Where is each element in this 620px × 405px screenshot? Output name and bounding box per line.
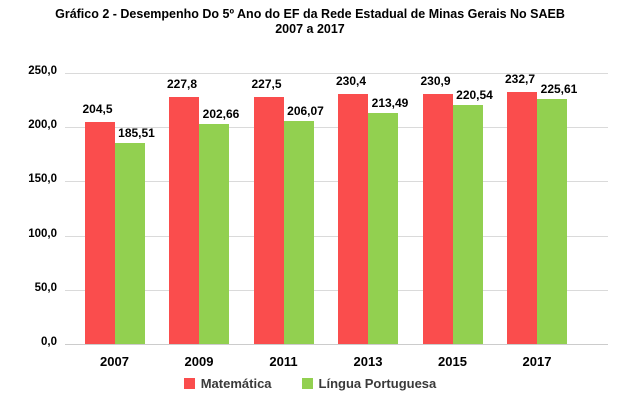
bar-lingua-portuguesa-2011 xyxy=(283,120,314,344)
value-label-matematica-2011: 227,5 xyxy=(251,77,282,92)
bar-lingua-portuguesa-2013 xyxy=(368,112,398,344)
value-label-lingua-portuguesa-2011: 206,07 xyxy=(287,103,324,118)
value-label-lingua-portuguesa-2013: 213,49 xyxy=(371,95,409,110)
y-axis-tick-label: 200,0 xyxy=(28,119,57,132)
value-label-matematica-2013: 230,4 xyxy=(335,74,367,89)
x-axis-label-2017: 2017 xyxy=(522,354,552,369)
value-label-matematica-2015: 230,9 xyxy=(420,73,451,88)
y-axis-tick-label: 50,0 xyxy=(34,281,57,294)
bar-matematica-2013 xyxy=(338,94,368,344)
value-label-lingua-portuguesa-2007: 185,51 xyxy=(118,125,155,140)
bar-matematica-2011 xyxy=(253,97,284,344)
gridline-100,0 xyxy=(65,235,608,237)
x-axis-label-2015: 2015 xyxy=(438,354,467,369)
value-label-lingua-portuguesa-2009: 202,66 xyxy=(202,107,240,122)
gridline-250,0 xyxy=(65,73,608,74)
bar-matematica-2009 xyxy=(169,97,199,344)
value-label-matematica-2007: 204,5 xyxy=(82,102,113,117)
x-axis-label-2011: 2011 xyxy=(269,354,298,369)
bar-lingua-portuguesa-2007 xyxy=(114,142,145,344)
value-label-matematica-2017: 232,7 xyxy=(504,71,536,86)
chart-title-line2: 2007 a 2017 xyxy=(275,22,345,36)
bar-matematica-2017 xyxy=(507,91,537,344)
gridline-200,0 xyxy=(65,127,608,129)
bar-lingua-portuguesa-2009 xyxy=(199,124,229,344)
x-axis-label-2007: 2007 xyxy=(100,354,129,369)
x-axis-label-2013: 2013 xyxy=(353,354,383,369)
value-label-matematica-2009: 227,8 xyxy=(166,77,198,92)
gridline-50,0 xyxy=(65,289,608,291)
y-axis-tick-label: 0,0 xyxy=(41,336,57,348)
legend-label-matematica: Matemática xyxy=(200,376,272,391)
chart-title-line1: Gráfico 2 - Desempenho Do 5º Ano do EF d… xyxy=(55,7,565,21)
bar-lingua-portuguesa-2015 xyxy=(452,104,483,344)
bar-lingua-portuguesa-2017 xyxy=(537,99,567,344)
bar-matematica-2007 xyxy=(84,122,115,344)
legend-item-lingua-portuguesa: Língua Portuguesa xyxy=(301,376,437,391)
value-label-lingua-portuguesa-2015: 220,54 xyxy=(456,87,493,102)
gridline-0,0 xyxy=(65,344,608,345)
legend-label-lingua-portuguesa: Língua Portuguesa xyxy=(318,376,437,391)
value-label-lingua-portuguesa-2017: 225,61 xyxy=(540,82,578,97)
bar-matematica-2015 xyxy=(422,93,453,344)
legend: Matemática Língua Portuguesa xyxy=(0,376,620,391)
chart-title: Gráfico 2 - Desempenho Do 5º Ano do EF d… xyxy=(0,7,620,37)
gridline-150,0 xyxy=(65,181,608,183)
legend-item-matematica: Matemática xyxy=(183,376,272,391)
matematica-swatch-icon xyxy=(183,378,195,389)
y-axis-tick-label: 150,0 xyxy=(28,173,57,186)
x-axis-label-2009: 2009 xyxy=(184,354,214,369)
lingua-portuguesa-swatch-icon xyxy=(301,378,313,389)
y-axis-tick-label: 250,0 xyxy=(28,65,57,77)
y-axis-tick-label: 100,0 xyxy=(28,227,57,240)
